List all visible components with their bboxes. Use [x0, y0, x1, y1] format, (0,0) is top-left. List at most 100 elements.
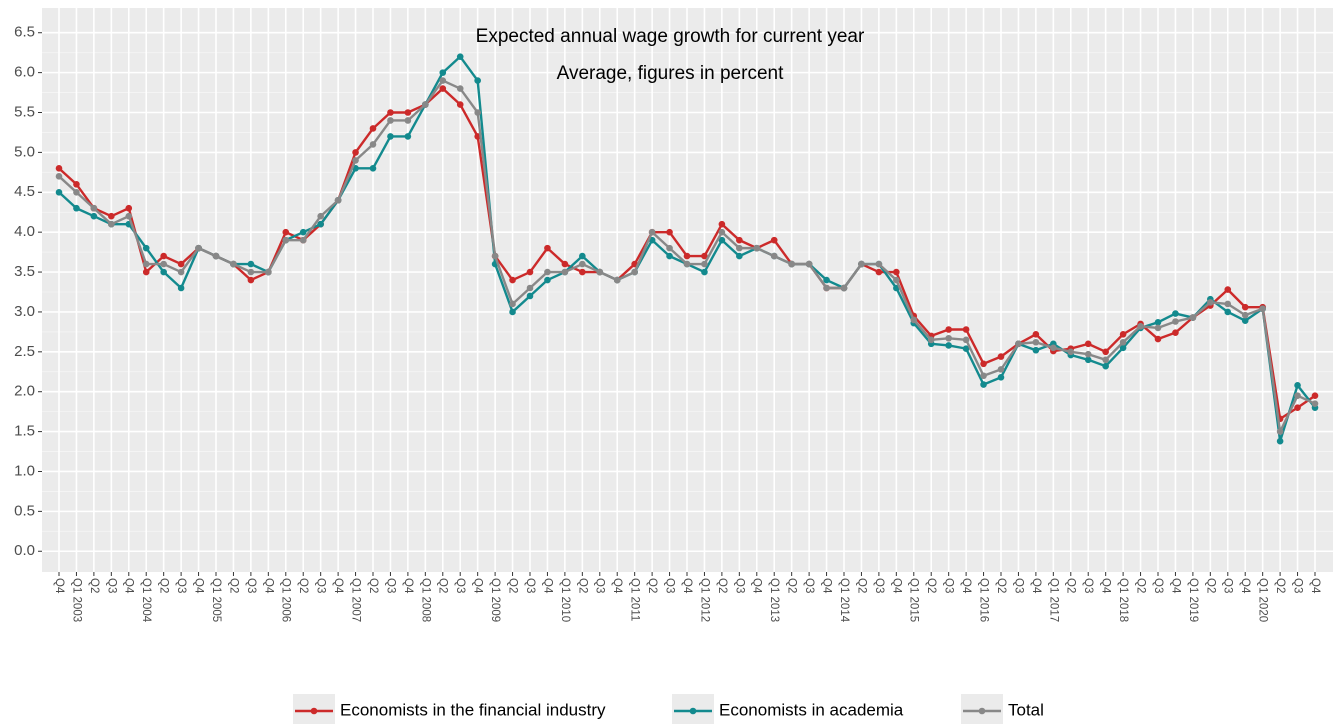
- x-tick-label: Q1 2013: [768, 578, 780, 622]
- data-point: [1224, 286, 1232, 293]
- data-point: [875, 268, 883, 276]
- data-point: [648, 228, 656, 236]
- data-point: [456, 101, 464, 108]
- x-tick-label: Q2: [297, 578, 309, 593]
- data-point: [1224, 308, 1232, 316]
- x-tick-label: Q4: [53, 578, 65, 594]
- data-point: [736, 252, 743, 260]
- data-point: [108, 212, 115, 220]
- data-point: [736, 236, 743, 244]
- x-tick-label: Q2: [158, 578, 170, 593]
- data-point: [247, 268, 255, 276]
- x-tick-label: Q4: [123, 578, 135, 594]
- data-point: [160, 252, 167, 260]
- data-point: [1189, 314, 1197, 321]
- data-point: [509, 308, 516, 316]
- x-tick-label: Q4: [402, 578, 414, 594]
- x-tick-label: Q2: [1274, 578, 1286, 593]
- y-tick-label: 0.0: [14, 542, 35, 559]
- data-point: [770, 236, 778, 244]
- data-point: [387, 133, 394, 140]
- x-tick-label: Q3: [1152, 578, 1164, 593]
- data-point: [474, 109, 481, 116]
- data-point: [1154, 335, 1162, 343]
- data-point: [387, 117, 394, 124]
- x-tick-label: Q3: [175, 578, 187, 593]
- data-point: [509, 276, 516, 284]
- x-tick-label: Q1 2020: [1257, 578, 1269, 622]
- data-point: [718, 220, 726, 228]
- data-point: [875, 260, 883, 268]
- data-point: [247, 260, 255, 268]
- data-point: [456, 53, 464, 60]
- x-tick-label: Q1 2012: [698, 578, 710, 622]
- x-tick-label: Q1 2004: [140, 578, 152, 623]
- data-point: [596, 268, 604, 276]
- data-point: [945, 334, 952, 342]
- data-point: [160, 260, 167, 268]
- x-tick-label: Q3: [664, 578, 676, 593]
- data-point: [526, 268, 534, 276]
- data-point: [1067, 348, 1075, 356]
- data-point: [334, 196, 342, 204]
- data-point: [195, 244, 202, 252]
- data-point: [352, 157, 359, 164]
- data-point: [1119, 330, 1127, 338]
- data-point: [369, 141, 377, 148]
- x-tick-label: Q4: [472, 578, 484, 594]
- data-point: [561, 268, 569, 276]
- x-tick-label: Q3: [1222, 578, 1234, 593]
- data-point: [1084, 350, 1092, 358]
- x-tick-label: Q2: [1204, 578, 1216, 593]
- x-tick-label: Q4: [332, 578, 344, 594]
- y-tick-label: 5.5: [14, 103, 35, 120]
- data-point: [579, 252, 586, 260]
- data-point: [439, 85, 447, 92]
- x-tick-label: Q3: [315, 578, 327, 593]
- data-point: [108, 220, 115, 228]
- x-tick-label: Q1 2015: [908, 578, 920, 622]
- data-point: [90, 204, 98, 212]
- x-tick-label: Q2: [925, 578, 937, 593]
- data-point: [683, 252, 691, 260]
- y-tick-label: 2.5: [14, 343, 35, 360]
- data-point: [1102, 362, 1109, 370]
- data-point: [718, 236, 726, 244]
- data-point: [125, 212, 133, 220]
- x-tick-label: Q4: [1100, 578, 1112, 594]
- data-point: [823, 284, 830, 292]
- data-point: [544, 268, 551, 276]
- data-point: [1311, 400, 1319, 407]
- data-point: [893, 276, 900, 284]
- data-point: [1224, 300, 1232, 308]
- x-tick-label: Q2: [507, 578, 519, 593]
- data-point: [1119, 344, 1127, 352]
- x-tick-label: Q2: [646, 578, 658, 593]
- data-point: [73, 204, 80, 212]
- y-tick-label: 2.0: [14, 383, 35, 400]
- x-tick-label: Q3: [803, 578, 815, 593]
- data-point: [369, 125, 377, 132]
- x-tick-label: Q2: [716, 578, 728, 593]
- data-point: [142, 268, 150, 276]
- data-point: [997, 366, 1005, 373]
- data-point: [1172, 310, 1179, 317]
- legend-key-point: [978, 707, 986, 715]
- data-point: [230, 260, 237, 268]
- x-tick-label: Q1 2017: [1047, 578, 1059, 622]
- data-point: [997, 353, 1005, 360]
- x-tick-label: Q2: [367, 578, 379, 593]
- data-point: [265, 268, 272, 276]
- legend-label: Total: [1008, 700, 1044, 719]
- data-point: [387, 109, 394, 116]
- data-point: [1172, 318, 1179, 325]
- data-point: [579, 268, 586, 276]
- x-tick-label: Q3: [105, 578, 117, 593]
- data-point: [718, 228, 726, 236]
- data-point: [980, 381, 987, 388]
- x-tick-label: Q1 2010: [559, 578, 571, 622]
- y-tick-label: 4.5: [14, 183, 35, 200]
- x-tick-label: Q4: [960, 578, 972, 594]
- data-point: [945, 326, 952, 333]
